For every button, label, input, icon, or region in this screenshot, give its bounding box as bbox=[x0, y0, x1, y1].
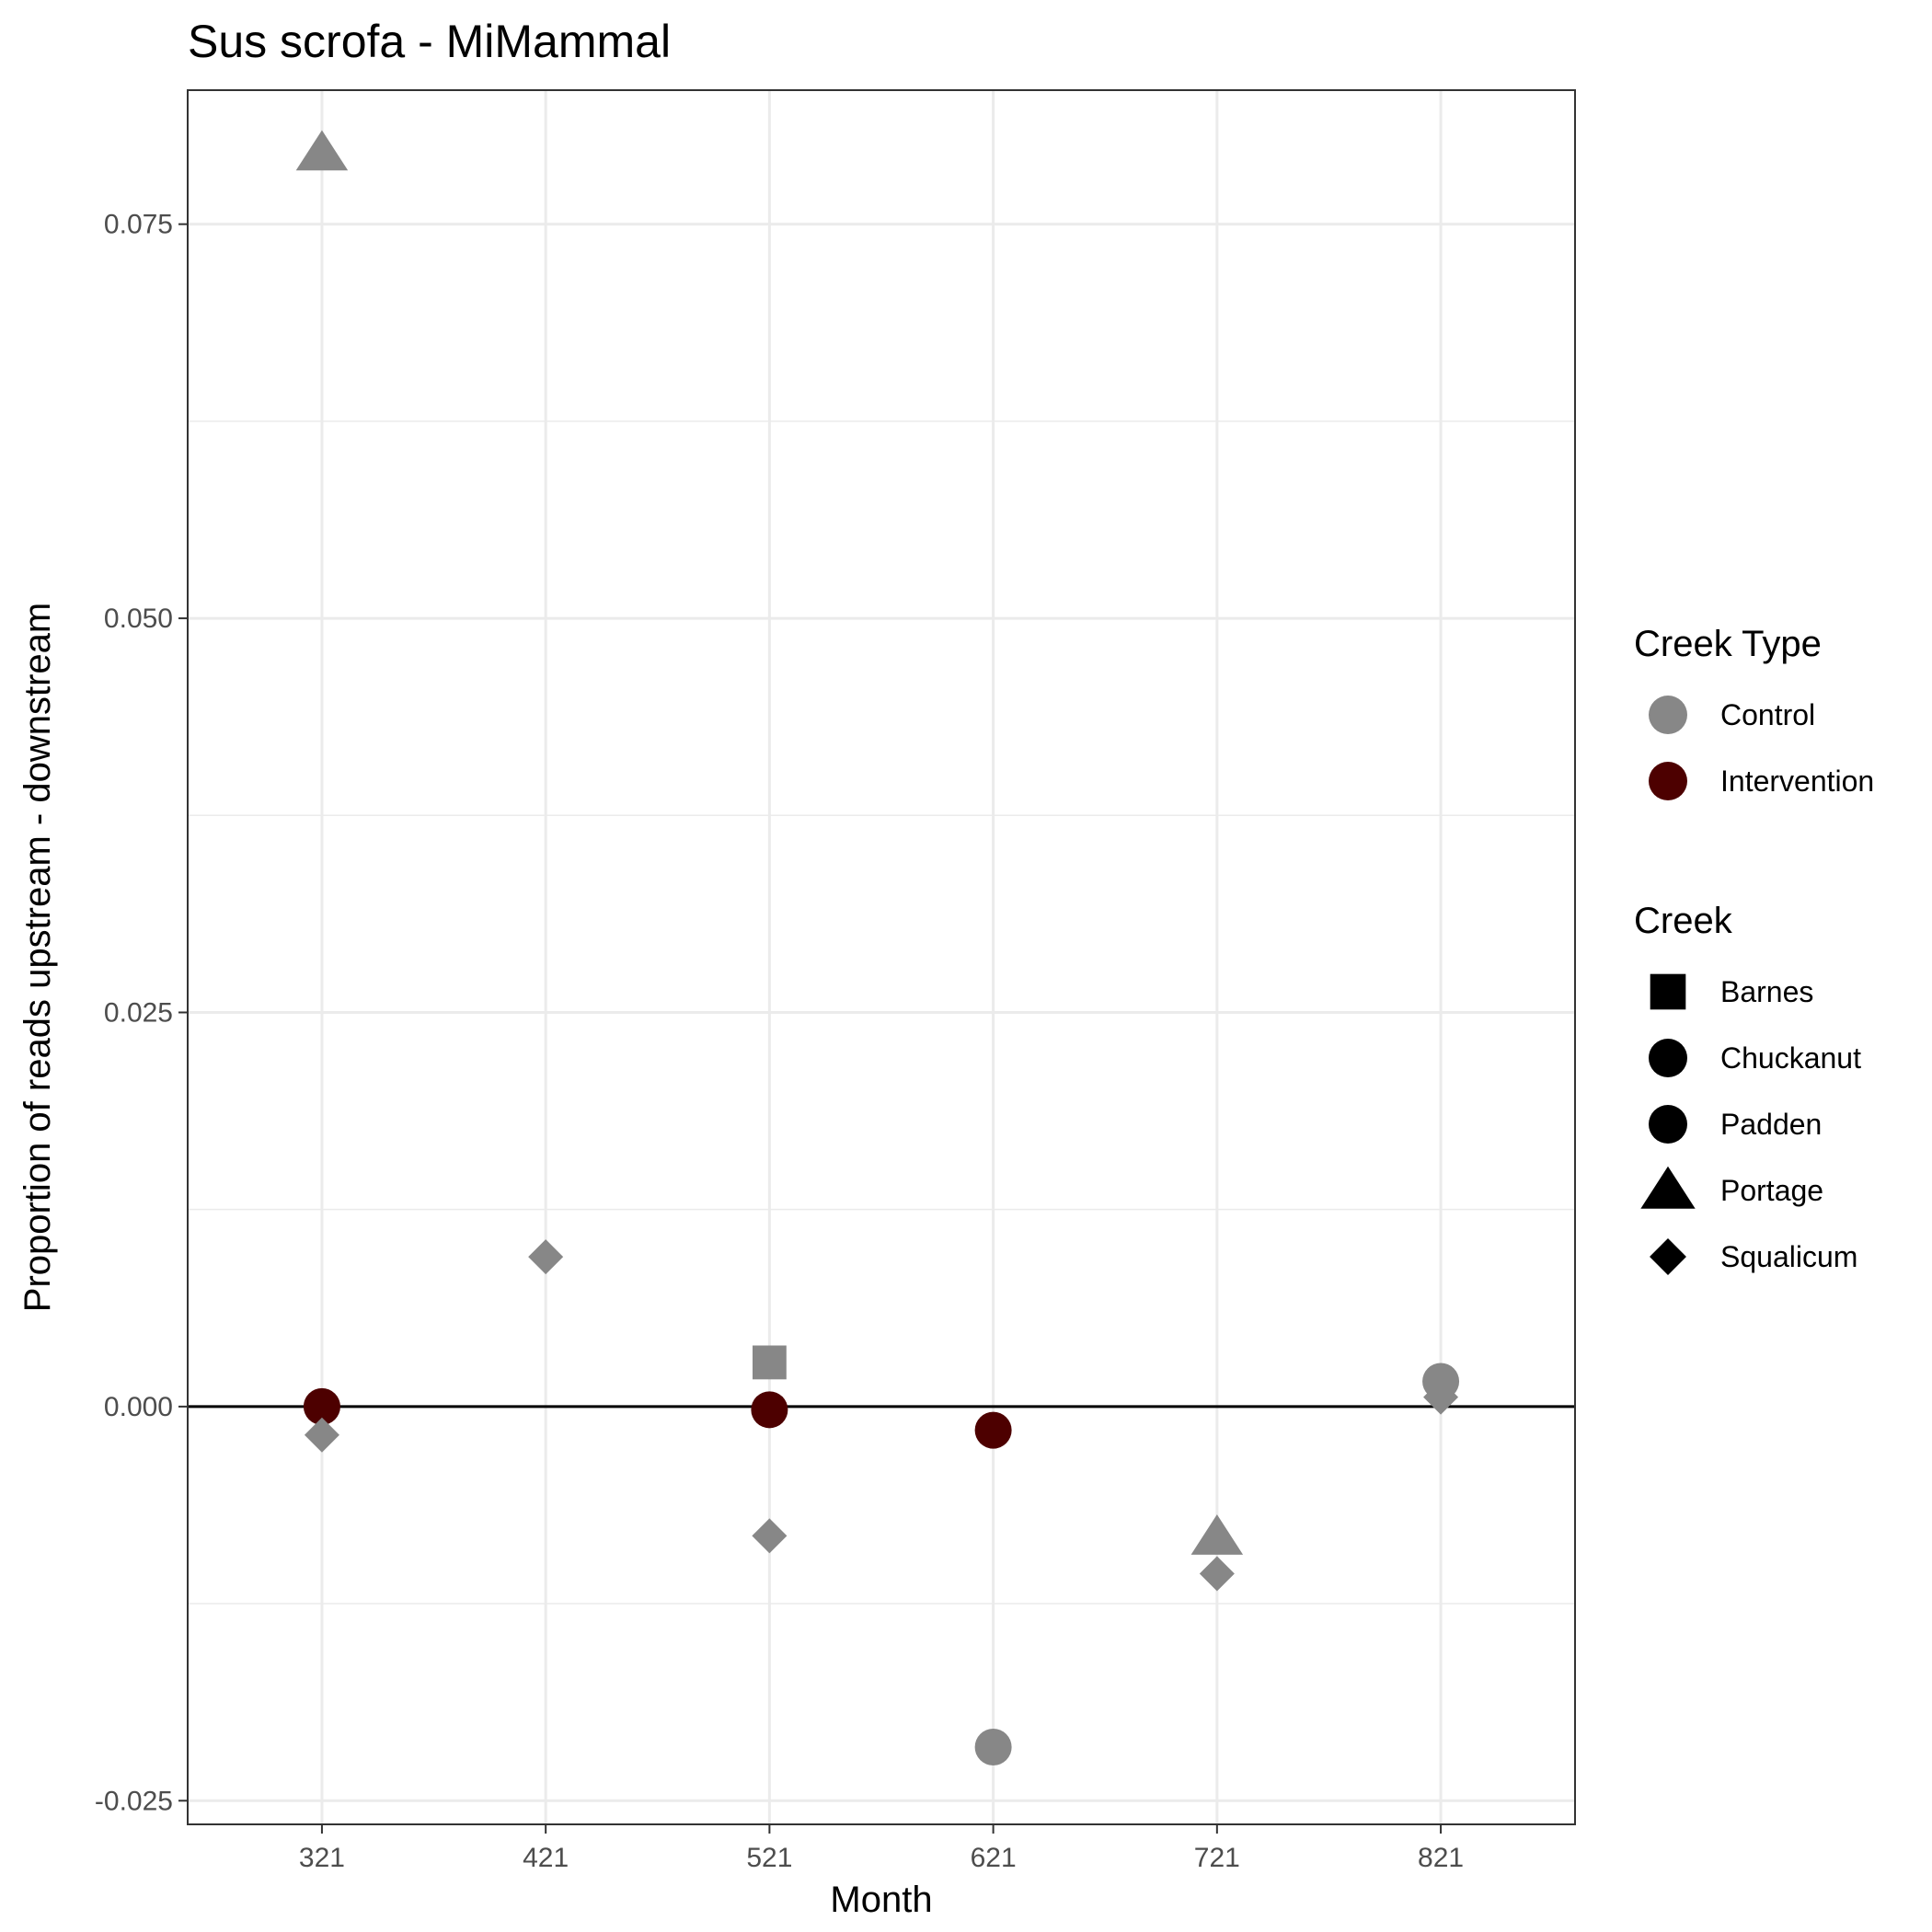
y-tick-label: 0.050 bbox=[104, 604, 173, 634]
y-axis: -0.025 0.000 0.025 0.050 0.075 bbox=[95, 210, 188, 1816]
plot-panel-border bbox=[187, 89, 1576, 1825]
data-point bbox=[752, 1518, 788, 1554]
legend-title: Creek bbox=[1634, 901, 1733, 941]
legend-key bbox=[1649, 1039, 1687, 1077]
data-point bbox=[1190, 1514, 1244, 1555]
x-axis-title: Month bbox=[830, 1880, 932, 1920]
legend-label: Chuckanut bbox=[1720, 1041, 1861, 1075]
legend-label: Portage bbox=[1720, 1174, 1823, 1207]
legend-label: Intervention bbox=[1720, 765, 1874, 798]
y-axis-title: Proportion of reads upstream - downstrea… bbox=[17, 603, 58, 1312]
legend-key bbox=[1640, 1166, 1696, 1209]
x-axis: 321 421 521 621 721 821 bbox=[299, 1824, 1464, 1873]
y-tick-label: 0.075 bbox=[104, 210, 173, 240]
legend-label: Padden bbox=[1720, 1108, 1822, 1141]
legend-key bbox=[1649, 762, 1687, 800]
y-tick-label: -0.025 bbox=[95, 1786, 173, 1816]
data-point bbox=[528, 1239, 564, 1275]
data-point bbox=[974, 1729, 1012, 1766]
legend-key bbox=[1649, 1105, 1687, 1144]
legend-key bbox=[1649, 696, 1687, 734]
legend-key bbox=[1650, 1238, 1686, 1275]
legend-title: Creek Type bbox=[1634, 624, 1822, 664]
y-tick-label: 0.025 bbox=[104, 997, 173, 1028]
data-point bbox=[1199, 1556, 1235, 1592]
data-point bbox=[974, 1411, 1012, 1449]
y-tick-label: 0.000 bbox=[104, 1392, 173, 1422]
x-tick-label: 721 bbox=[1194, 1843, 1240, 1873]
x-tick-label: 821 bbox=[1418, 1843, 1464, 1873]
legend-label: Control bbox=[1720, 698, 1815, 731]
data-point bbox=[751, 1391, 788, 1429]
data-point bbox=[1423, 1379, 1459, 1415]
x-tick-label: 621 bbox=[971, 1843, 1017, 1873]
data-point bbox=[303, 1387, 340, 1425]
legend-label: Barnes bbox=[1720, 975, 1813, 1008]
data-point bbox=[304, 1417, 339, 1453]
legend-key bbox=[1650, 973, 1686, 1010]
chart-title: Sus scrofa - MiMammal bbox=[188, 16, 671, 67]
legend: Creek Type Control Intervention Creek Barnes… bbox=[1634, 624, 1874, 1275]
x-tick-label: 421 bbox=[523, 1843, 569, 1873]
data-point bbox=[752, 1345, 787, 1380]
data-point bbox=[295, 130, 349, 171]
grid-lines bbox=[188, 90, 1575, 1824]
x-tick-label: 321 bbox=[299, 1843, 345, 1873]
data-points bbox=[295, 130, 1460, 1766]
legend-label: Squalicum bbox=[1720, 1240, 1857, 1273]
x-tick-label: 521 bbox=[746, 1843, 792, 1873]
